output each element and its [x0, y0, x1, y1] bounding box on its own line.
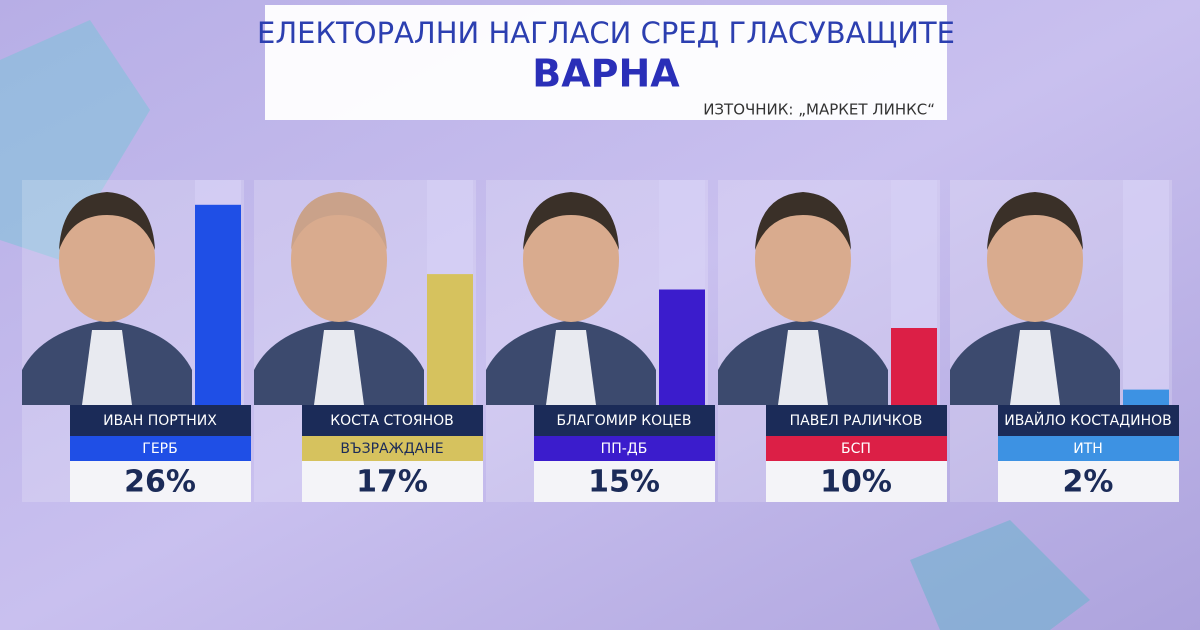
- value-label: 15%: [588, 465, 660, 500]
- value-box: [534, 461, 715, 502]
- party-box: [70, 436, 251, 461]
- photo-head: [755, 198, 851, 322]
- bar-track: [1123, 180, 1169, 405]
- name-box: [70, 405, 251, 436]
- source: ИЗТОЧНИК: „МАРКЕТ ЛИНКС“: [703, 101, 935, 119]
- value-label: 2%: [1063, 465, 1114, 500]
- photo-hair: [59, 192, 155, 250]
- value-label: 17%: [356, 465, 428, 500]
- photo-hair: [755, 192, 851, 250]
- party-box: [998, 436, 1179, 461]
- candidate-name: ПАВЕЛ РАЛИЧКОВ: [790, 413, 923, 429]
- name-box: [766, 405, 947, 436]
- decor-shape: [0, 20, 150, 260]
- candidate-name: ИВАЙЛО КОСТАДИНОВ: [1004, 411, 1172, 429]
- value-label: 26%: [124, 465, 196, 500]
- candidate-name: КОСТА СТОЯНОВ: [330, 413, 454, 429]
- photo-head: [59, 198, 155, 322]
- header-box: [265, 5, 947, 120]
- photo-shirt: [546, 330, 596, 405]
- bar: [891, 328, 937, 405]
- value-box: [766, 461, 947, 502]
- party-name: ВЪЗРАЖДАНЕ: [340, 441, 443, 457]
- party-name: ПП-ДБ: [601, 441, 648, 457]
- party-box: [302, 436, 483, 461]
- photo-head: [987, 198, 1083, 322]
- photo-hair: [291, 192, 387, 250]
- candidate-name: ИВАН ПОРТНИХ: [103, 413, 217, 429]
- value-box: [70, 461, 251, 502]
- bar: [1123, 389, 1169, 405]
- photo-shirt: [1010, 330, 1060, 405]
- party-name: ИТН: [1073, 441, 1103, 457]
- value-label: 10%: [820, 465, 892, 500]
- bar: [427, 274, 473, 405]
- subtitle: ВАРНА: [532, 52, 680, 96]
- name-box: [302, 405, 483, 436]
- photo-head: [291, 198, 387, 322]
- party-name: БСП: [841, 441, 871, 457]
- name-box: [998, 405, 1179, 436]
- photo-hair: [987, 192, 1083, 250]
- bar: [659, 289, 705, 405]
- value-box: [302, 461, 483, 502]
- photo-shirt: [82, 330, 132, 405]
- bar: [195, 204, 241, 405]
- name-box: [534, 405, 715, 436]
- photo-hair: [523, 192, 619, 250]
- photo-shirt: [778, 330, 828, 405]
- photo-shirt: [314, 330, 364, 405]
- title: ЕЛЕКТОРАЛНИ НАГЛАСИ СРЕД ГЛАСУВАЩИТЕ: [257, 16, 955, 50]
- party-box: [766, 436, 947, 461]
- decor-shape: [910, 520, 1090, 630]
- candidate-name: БЛАГОМИР КОЦЕВ: [557, 413, 692, 429]
- party-box: [534, 436, 715, 461]
- photo-head: [523, 198, 619, 322]
- value-box: [998, 461, 1179, 502]
- party-name: ГЕРБ: [142, 441, 177, 457]
